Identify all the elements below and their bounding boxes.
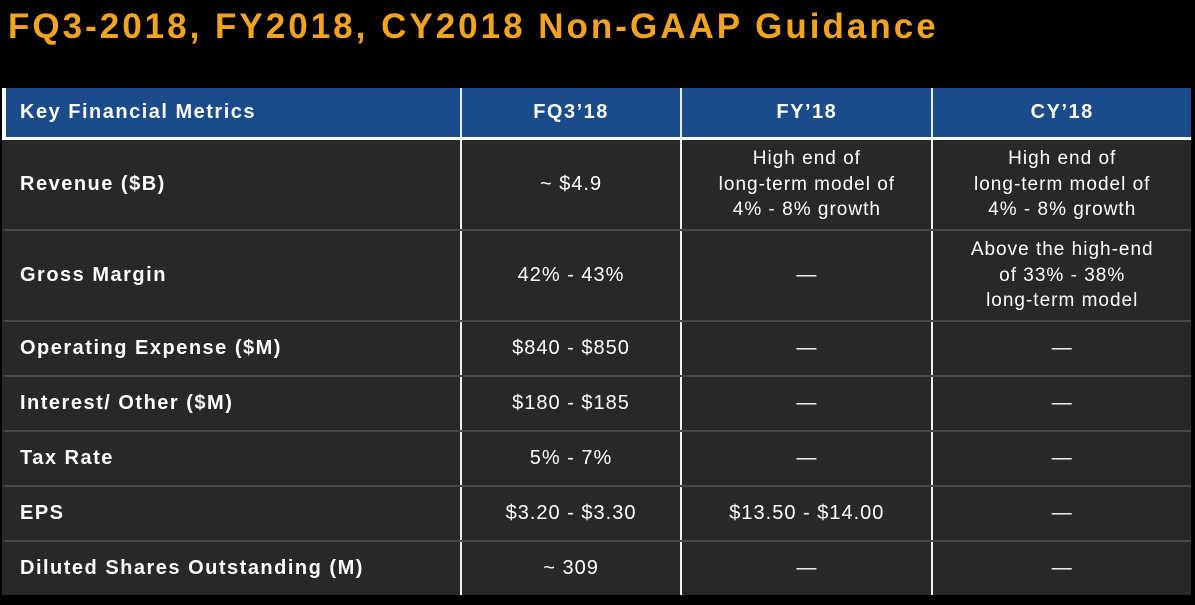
table-row-gross-margin: Gross Margin 42% - 43% — Above the high-… [2, 229, 1191, 320]
metric-label: Diluted Shares Outstanding (M) [20, 557, 364, 579]
value-fq3: $840 - $850 [459, 322, 680, 375]
table-header-row: Key Financial Metrics FQ3’18 FY’18 CY’18 [2, 88, 1191, 140]
table-row-interest-other: Interest/ Other ($M) $180 - $185 — — [2, 375, 1191, 430]
value-cy: — [931, 542, 1191, 595]
value-cy: High end of long-term model of 4% - 8% g… [931, 140, 1191, 229]
value-fy: — [680, 322, 931, 375]
value-fq3: $3.20 - $3.30 [459, 487, 680, 540]
value-fq3: 42% - 43% [459, 231, 680, 320]
value-cy: Above the high-end of 33% - 38% long-ter… [931, 231, 1191, 320]
value-fy: — [680, 377, 931, 430]
value-fy: — [680, 432, 931, 485]
value-fq3: 5% - 7% [459, 432, 680, 485]
header-cy-18: CY’18 [931, 88, 1191, 137]
guidance-table: Key Financial Metrics FQ3’18 FY’18 CY’18… [2, 88, 1191, 595]
value-cy: — [931, 432, 1191, 485]
metric-label: Tax Rate [20, 447, 114, 469]
metric-label: Revenue ($B) [20, 173, 166, 195]
table-row-tax-rate: Tax Rate 5% - 7% — — [2, 430, 1191, 485]
metric-label: EPS [20, 502, 65, 524]
value-fy: — [680, 542, 931, 595]
value-fy: — [680, 231, 931, 320]
slide-title: FQ3-2018, FY2018, CY2018 Non-GAAP Guidan… [8, 7, 939, 46]
value-fq3: ~ $4.9 [459, 140, 680, 229]
header-fq3-18: FQ3’18 [459, 88, 680, 137]
value-fq3: ~ 309 [459, 542, 680, 595]
value-fy: High end of long-term model of 4% - 8% g… [680, 140, 931, 229]
value-cy: — [931, 487, 1191, 540]
header-fy-18: FY’18 [680, 88, 931, 137]
table-row-eps: EPS $3.20 - $3.30 $13.50 - $14.00 — [2, 485, 1191, 540]
header-key-financial-metrics: Key Financial Metrics [20, 101, 257, 123]
metric-label: Operating Expense ($M) [20, 337, 282, 359]
value-cy: — [931, 377, 1191, 430]
table-row-revenue: Revenue ($B) ~ $4.9 High end of long-ter… [2, 140, 1191, 229]
value-fq3: $180 - $185 [459, 377, 680, 430]
table-row-operating-expense: Operating Expense ($M) $840 - $850 — — [2, 320, 1191, 375]
metric-label: Interest/ Other ($M) [20, 392, 234, 414]
metric-label: Gross Margin [20, 264, 167, 286]
value-fy: $13.50 - $14.00 [680, 487, 931, 540]
table-row-diluted-shares: Diluted Shares Outstanding (M) ~ 309 — — [2, 540, 1191, 595]
value-cy: — [931, 322, 1191, 375]
